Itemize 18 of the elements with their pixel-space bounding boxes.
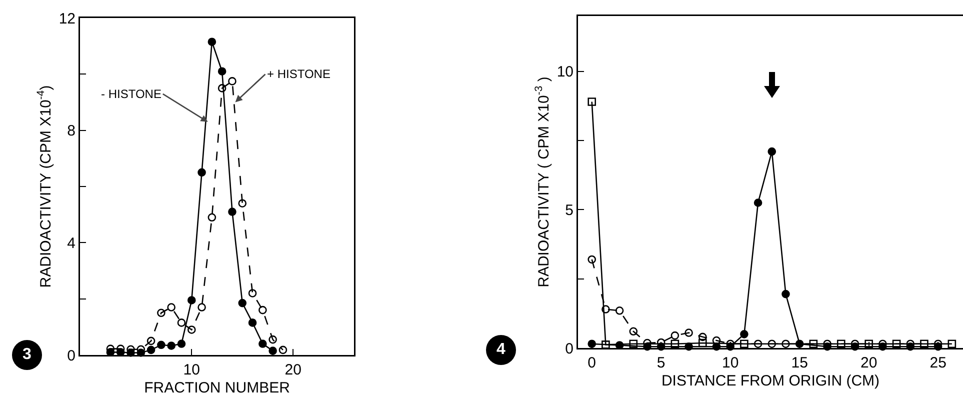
y-tick-label: 12 bbox=[58, 10, 76, 28]
y-tick-label: 0 bbox=[565, 340, 574, 358]
x-tick-label: 15 bbox=[791, 354, 808, 372]
x-tick-label: 20 bbox=[860, 354, 878, 372]
x-tick-label: 0 bbox=[588, 354, 596, 372]
x-axis-title: DISTANCE FROM ORIGIN (CM) bbox=[661, 372, 880, 390]
y-tick-label: 4 bbox=[67, 234, 76, 252]
y-tick-label: 8 bbox=[67, 122, 76, 140]
annotation: + HISTONE bbox=[267, 67, 330, 81]
x-tick-label: 25 bbox=[930, 354, 946, 372]
annotation: - HISTONE bbox=[101, 87, 162, 101]
x-axis-title: FRACTION NUMBER bbox=[144, 379, 290, 396]
x-tick-label: 5 bbox=[656, 354, 666, 372]
x-tick-label: 10 bbox=[722, 354, 739, 372]
x-tick-label: 20 bbox=[284, 362, 302, 378]
y-tick-label: 10 bbox=[556, 64, 574, 81]
y-tick-label: 5 bbox=[565, 202, 574, 219]
x-tick-label: 10 bbox=[183, 362, 200, 378]
